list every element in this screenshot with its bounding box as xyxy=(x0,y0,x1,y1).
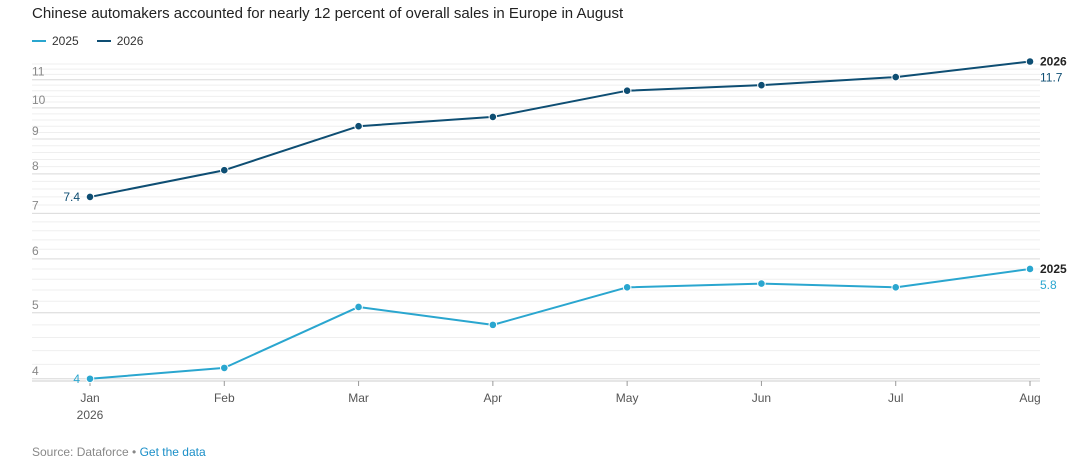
y-tick-label: 5 xyxy=(32,298,39,312)
x-tick-label: Jan xyxy=(80,391,99,405)
y-tick-label: 7 xyxy=(32,198,39,212)
y-tick-label: 9 xyxy=(32,124,39,138)
data-point[interactable] xyxy=(488,112,498,122)
y-tick-label: 4 xyxy=(32,364,39,378)
y-tick-label: 10 xyxy=(32,93,46,107)
y-tick-label: 11 xyxy=(32,65,45,79)
legend-label-2026: 2026 xyxy=(116,34,144,48)
data-point[interactable] xyxy=(891,72,901,82)
series-line-2026 xyxy=(89,60,1031,198)
x-tick-label: Apr xyxy=(484,391,503,405)
start-value-label: 4 xyxy=(73,372,80,386)
data-point[interactable] xyxy=(219,363,229,373)
y-tick-label: 6 xyxy=(32,244,39,258)
legend-swatch-2026 xyxy=(96,40,111,42)
x-tick-label: Aug xyxy=(1019,391,1040,405)
data-point[interactable] xyxy=(891,283,901,292)
data-point[interactable] xyxy=(85,192,95,202)
data-point[interactable] xyxy=(219,165,229,175)
legend-item-2026[interactable]: 2026 xyxy=(96,34,144,48)
legend-item-2025[interactable]: 2025 xyxy=(32,34,79,48)
data-point[interactable] xyxy=(622,283,632,292)
source-text: Source: Dataforce xyxy=(32,445,129,459)
data-point[interactable] xyxy=(1025,264,1035,274)
data-point[interactable] xyxy=(354,302,363,312)
legend-label-2025: 2025 xyxy=(52,34,79,48)
x-tick-label: Jul xyxy=(888,391,903,405)
x-tick-label: Jun xyxy=(752,391,771,405)
start-value-label: 7.4 xyxy=(63,190,80,204)
footer-separator: • xyxy=(128,445,140,459)
legend: 2025 2026 xyxy=(32,34,143,48)
data-point[interactable] xyxy=(1025,57,1035,66)
data-point[interactable] xyxy=(354,121,363,131)
y-tick-label: 8 xyxy=(32,159,39,173)
end-value-label: 5.8 xyxy=(1040,278,1057,292)
data-point[interactable] xyxy=(85,374,95,384)
data-point[interactable] xyxy=(757,279,766,288)
chart-footer: Source: Dataforce • Get the data xyxy=(32,445,206,459)
data-point[interactable] xyxy=(488,320,498,330)
end-series-name: 2026 xyxy=(1040,55,1067,69)
data-point[interactable] xyxy=(757,80,766,90)
x-tick-label: May xyxy=(616,391,639,405)
data-point[interactable] xyxy=(622,86,632,95)
get-the-data-link[interactable]: Get the data xyxy=(139,445,206,459)
end-series-name: 2025 xyxy=(1040,262,1067,276)
legend-swatch-2025 xyxy=(32,40,46,42)
series-line-2025 xyxy=(89,267,1031,380)
x-tick-label: Mar xyxy=(348,391,369,405)
x-tick-label: Feb xyxy=(214,391,235,405)
chart-title: Chinese automakers accounted for nearly … xyxy=(32,5,624,22)
end-value-label: 11.7 xyxy=(1040,71,1063,85)
x-tick-sublabel: 2026 xyxy=(77,408,104,422)
